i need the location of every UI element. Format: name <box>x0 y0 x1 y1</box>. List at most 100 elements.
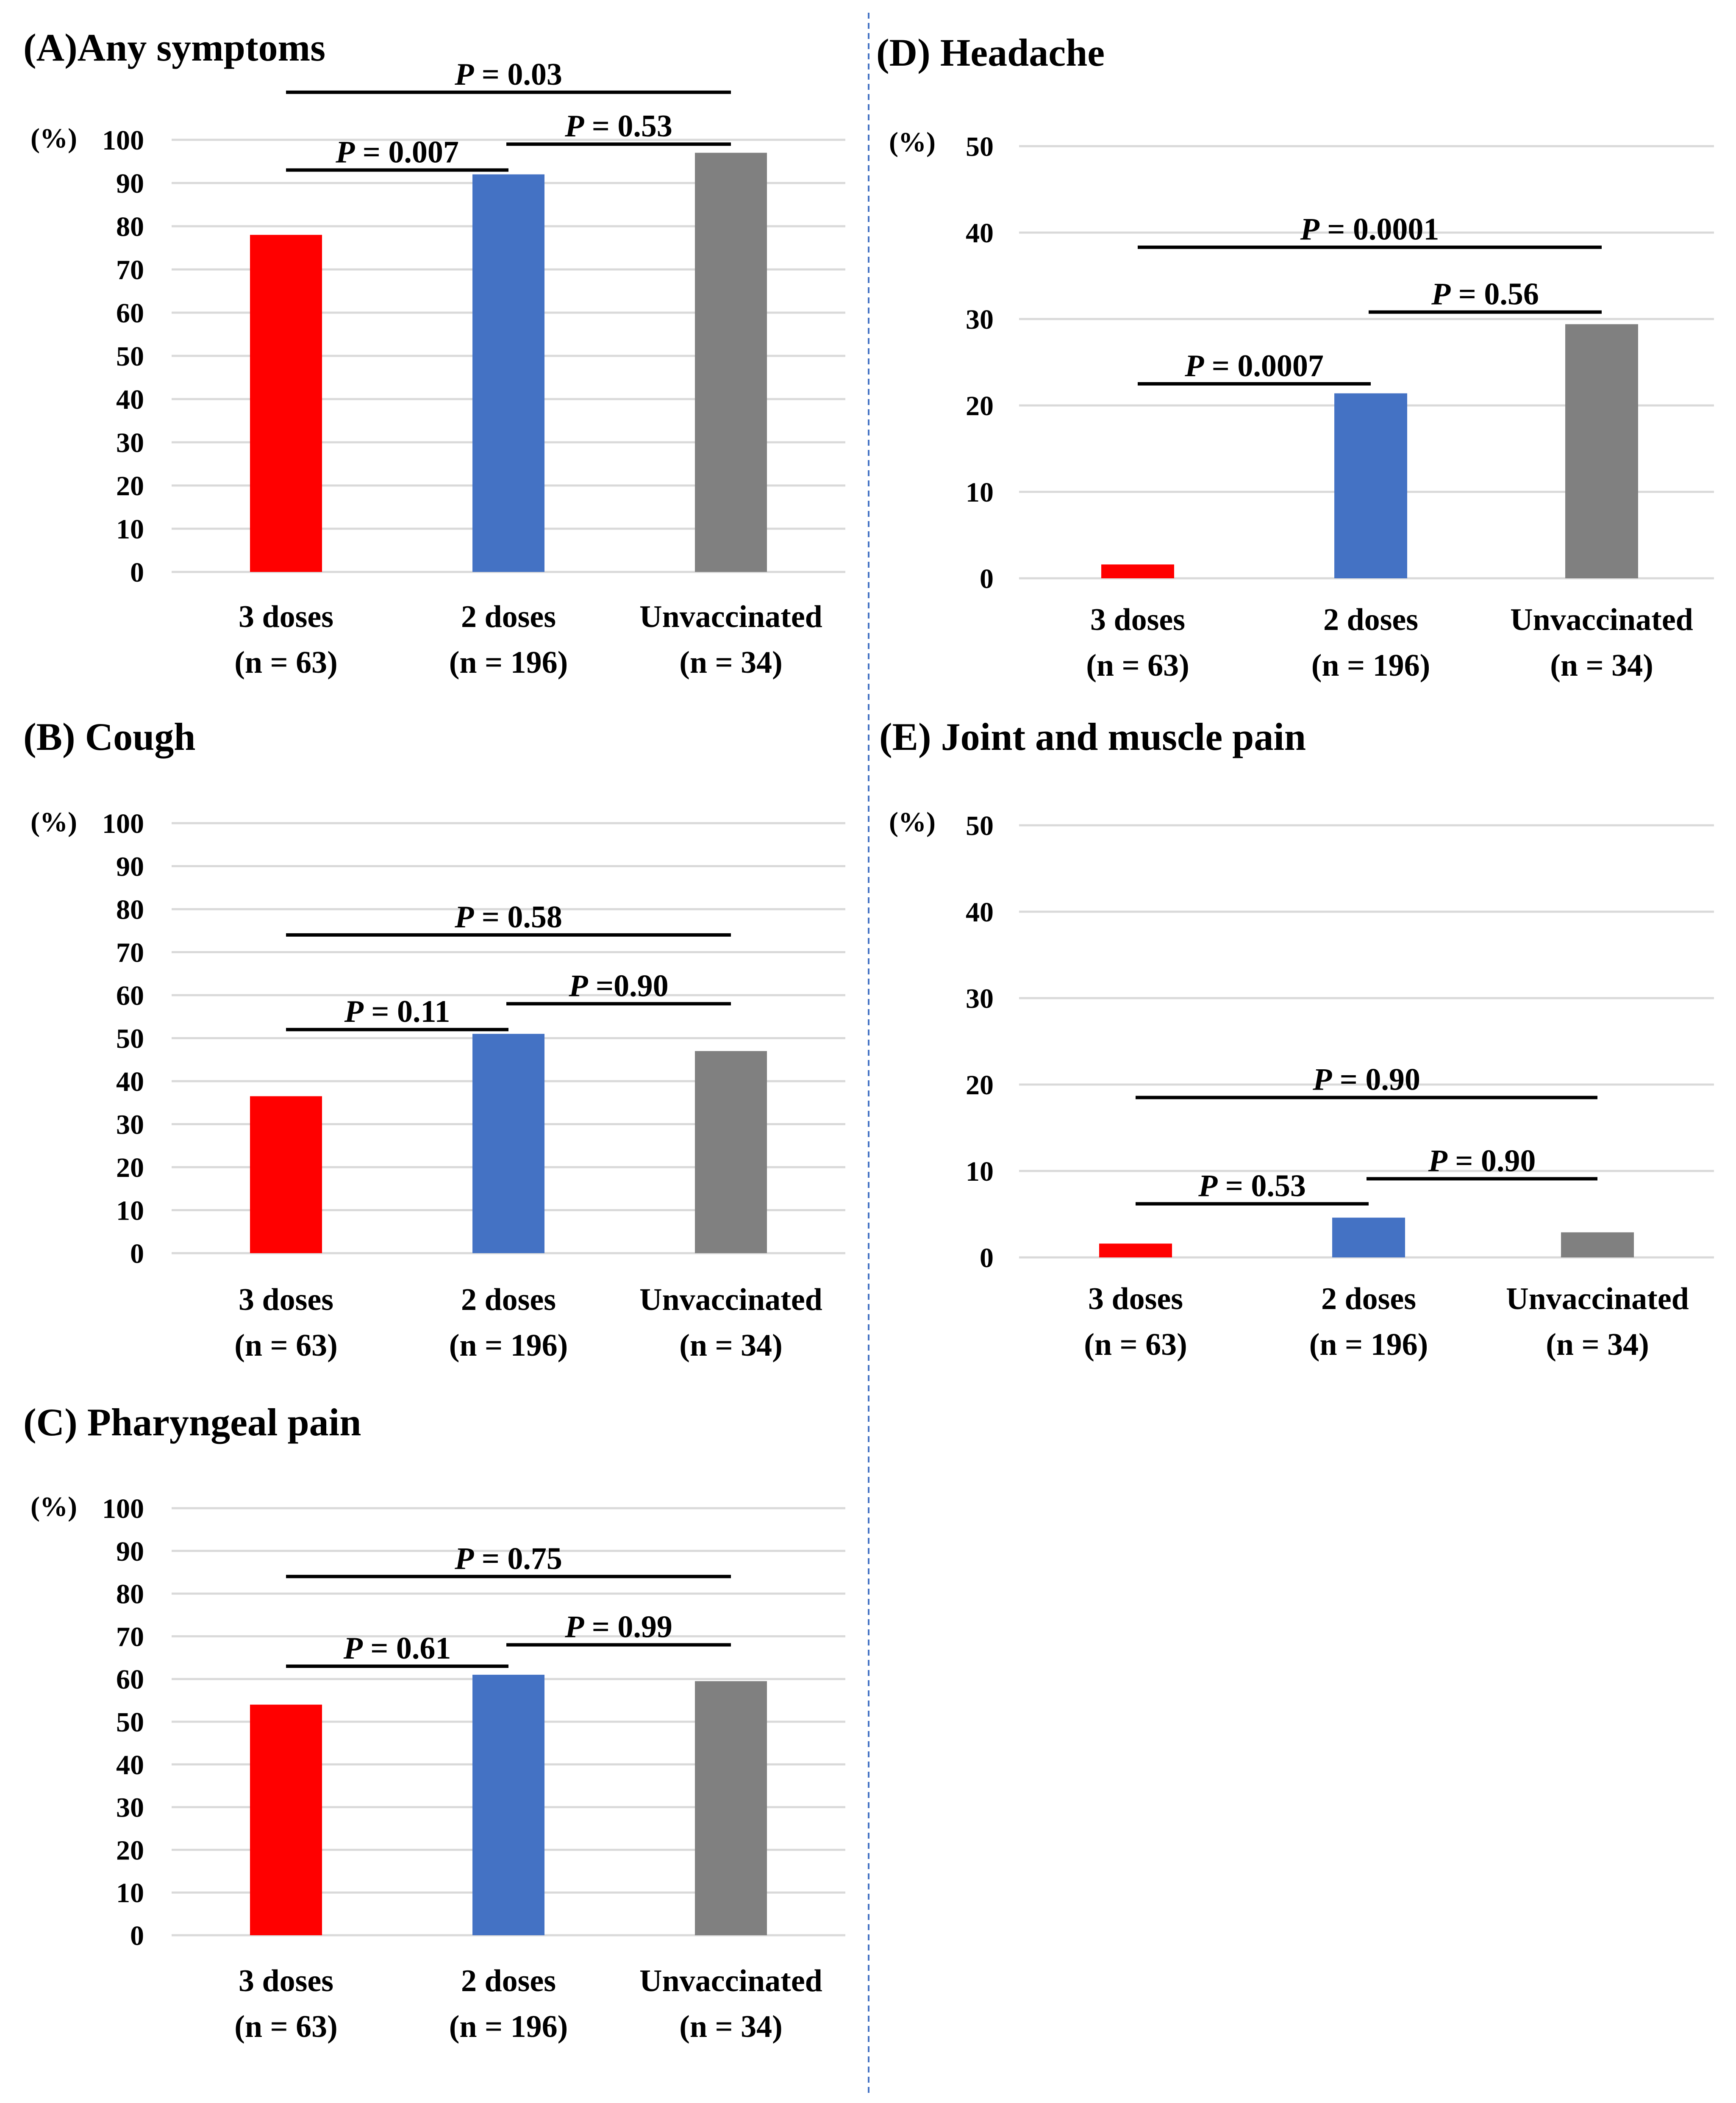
y-tick-label: 10 <box>116 1878 144 1909</box>
x-category-n: (n = 63) <box>234 2009 338 2044</box>
x-axis-labels: 3 doses (n = 63) 2 doses (n = 196) Unvaccina… <box>1086 602 1693 683</box>
x-category-label: 2 doses <box>461 599 556 634</box>
y-tick-label: 30 <box>116 1110 144 1140</box>
bar <box>472 1675 544 1935</box>
panel-title: (C) Pharyngeal pain <box>23 1401 361 1444</box>
x-category-label: Unvaccinated <box>639 1964 822 1998</box>
bar-group <box>1099 1218 1634 1257</box>
p-value-label: P = 0.58 <box>454 900 562 935</box>
x-category-n: (n = 34) <box>679 645 783 680</box>
significance-brackets: P = 0.90 P = 0.53 P = 0.90 <box>1136 1063 1597 1206</box>
y-tick-label: 80 <box>116 211 144 242</box>
y-tick-label: 60 <box>116 1664 144 1695</box>
y-axis-ticks: 0 10 20 30 40 50 60 70 80 90 100 <box>102 1493 144 1951</box>
y-axis-ticks: 0 10 20 30 40 50 <box>966 131 994 594</box>
y-tick-label: 10 <box>116 1196 144 1226</box>
x-category-label: Unvaccinated <box>1510 602 1693 637</box>
x-category-n: (n = 196) <box>1309 1327 1428 1362</box>
x-category-n: (n = 34) <box>679 2009 783 2044</box>
p-value-label: P = 0.90 <box>1428 1143 1536 1178</box>
p-value-label: P = 0.53 <box>564 109 672 144</box>
y-tick-label: 70 <box>116 255 144 286</box>
y-tick-label: 100 <box>102 1493 144 1524</box>
x-category-n: (n = 63) <box>234 1328 338 1363</box>
bar <box>1332 1218 1405 1257</box>
x-category-n: (n = 196) <box>449 645 568 680</box>
y-tick-label: 20 <box>116 471 144 502</box>
y-tick-label: 50 <box>966 131 994 162</box>
y-tick-label: 50 <box>116 1707 144 1738</box>
bar <box>695 153 767 572</box>
y-tick-label: 80 <box>116 894 144 925</box>
y-tick-label: 50 <box>116 1024 144 1054</box>
x-category-label: 3 doses <box>1088 1282 1183 1316</box>
x-axis-labels: 3 doses (n = 63) 2 doses (n = 196) Unvaccina… <box>234 1282 822 1363</box>
x-category-n: (n = 63) <box>1084 1327 1187 1362</box>
bar-group <box>1101 324 1638 578</box>
y-tick-label: 100 <box>102 808 144 839</box>
y-tick-label: 80 <box>116 1579 144 1610</box>
y-unit-label: (%) <box>889 127 936 158</box>
y-tick-label: 20 <box>966 1070 994 1101</box>
y-tick-label: 90 <box>116 168 144 199</box>
y-unit-label: (%) <box>31 1491 77 1522</box>
x-category-n: (n = 34) <box>1546 1327 1649 1362</box>
p-value-label: P = 0.0001 <box>1300 212 1439 247</box>
x-category-label: Unvaccinated <box>639 599 822 634</box>
bar <box>1101 564 1174 578</box>
y-tick-label: 10 <box>116 514 144 545</box>
y-tick-label: 20 <box>116 1835 144 1866</box>
x-category-label: Unvaccinated <box>1506 1282 1689 1316</box>
x-category-n: (n = 196) <box>449 1328 568 1363</box>
bar <box>1565 324 1638 578</box>
y-tick-label: 30 <box>966 304 994 335</box>
panel-c: (C) Pharyngeal pain (%) P = 0.75 P = 0.61… <box>23 1401 845 2044</box>
p-value-label: P =0.90 <box>568 968 668 1003</box>
y-tick-label: 100 <box>102 125 144 156</box>
bar-group <box>250 153 767 572</box>
x-axis-labels: 3 doses (n = 63) 2 doses (n = 196) Unvaccina… <box>1084 1282 1689 1362</box>
y-tick-label: 0 <box>130 557 144 588</box>
bar <box>250 235 322 572</box>
y-tick-label: 90 <box>116 1536 144 1567</box>
p-value-label: P = 0.53 <box>1198 1169 1306 1204</box>
bar <box>1099 1243 1172 1257</box>
x-category-label: 3 doses <box>239 1964 333 1998</box>
bar <box>472 174 544 572</box>
p-value-label: P = 0.75 <box>454 1541 562 1576</box>
panel-e: (E) Joint and muscle pain (%) P = 0.90P … <box>879 715 1714 1362</box>
y-tick-label: 40 <box>966 897 994 928</box>
y-tick-label: 40 <box>116 1750 144 1781</box>
p-value-label: P = 0.99 <box>564 1610 672 1645</box>
x-category-label: 2 doses <box>1321 1282 1416 1316</box>
y-tick-label: 10 <box>966 1156 994 1187</box>
y-tick-label: 30 <box>116 427 144 458</box>
y-tick-label: 90 <box>116 852 144 882</box>
x-category-n: (n = 196) <box>1311 648 1430 683</box>
x-category-label: Unvaccinated <box>639 1282 822 1317</box>
bar <box>250 1704 322 1935</box>
y-unit-label: (%) <box>31 807 77 838</box>
significance-brackets: P = 0.0001 P = 0.0007 P = 0.56 <box>1138 212 1602 386</box>
significance-brackets: P = 0.58 P = 0.11 P =0.90 <box>286 900 731 1032</box>
x-category-n: (n = 34) <box>679 1328 783 1363</box>
y-tick-label: 0 <box>980 1243 994 1273</box>
p-value-label: P = 0.56 <box>1431 277 1539 312</box>
y-tick-label: 0 <box>130 1238 144 1269</box>
p-value-label: P = 0.007 <box>335 135 459 169</box>
p-value-label: P = 0.0007 <box>1184 349 1324 383</box>
bar <box>1561 1232 1634 1257</box>
y-tick-label: 30 <box>966 983 994 1014</box>
y-tick-label: 20 <box>116 1152 144 1183</box>
y-axis-ticks: 0 10 20 30 40 50 60 70 80 90 100 <box>102 808 144 1269</box>
x-category-label: 3 doses <box>1090 602 1185 637</box>
x-axis-labels: 3 doses (n = 63) 2 doses (n = 196) Unvaccina… <box>234 1964 822 2044</box>
bar <box>472 1034 544 1253</box>
bar <box>1334 393 1407 578</box>
y-tick-label: 20 <box>966 391 994 422</box>
p-value-label: P = 0.03 <box>454 57 562 92</box>
y-axis-ticks: 0 10 20 30 40 50 60 70 80 90 100 <box>102 125 144 588</box>
p-value-label: P = 0.90 <box>1312 1063 1420 1097</box>
y-tick-label: 60 <box>116 298 144 329</box>
